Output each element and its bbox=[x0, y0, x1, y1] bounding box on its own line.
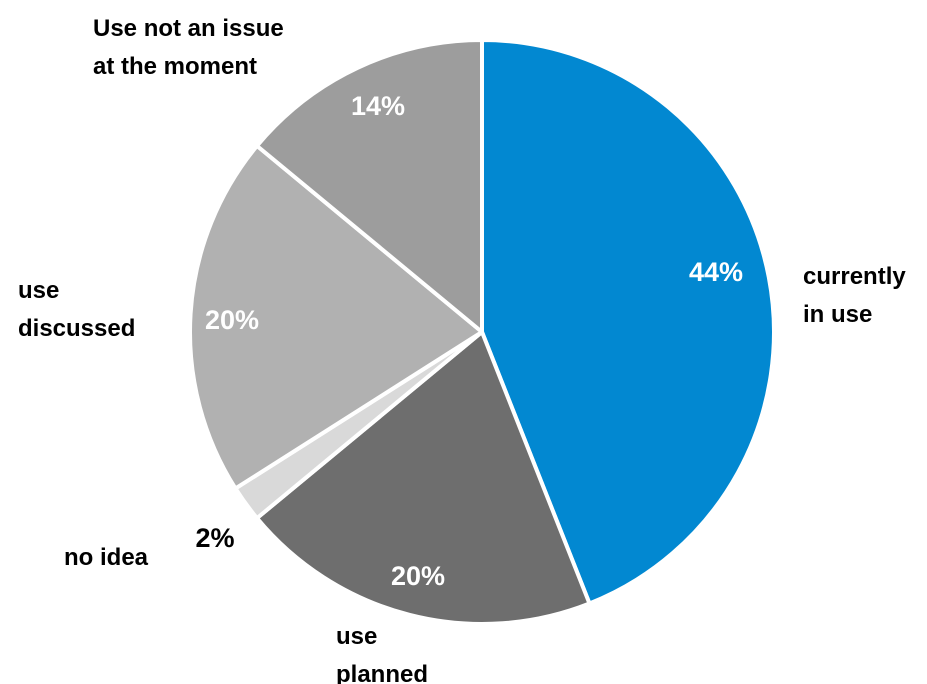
slice-category-label-line: currently bbox=[803, 263, 906, 290]
slice-category-label-line: discussed bbox=[18, 315, 135, 342]
slice-category-label-2: no idea bbox=[64, 544, 149, 571]
pie-slice-3 bbox=[188, 143, 484, 491]
slice-category-label-line: use bbox=[18, 277, 59, 304]
slice-category-label-1: use planned bbox=[336, 623, 428, 684]
slice-category-label-3: use discussed bbox=[18, 277, 135, 342]
slice-value-label-3: 20% bbox=[205, 305, 259, 335]
slice-value-label-0: 44% bbox=[689, 257, 743, 287]
pie-slice-4 bbox=[255, 38, 484, 334]
slice-category-label-line: planned bbox=[336, 661, 428, 684]
slice-category-label-line: Use not an issue bbox=[93, 15, 284, 42]
pie-slice-0 bbox=[480, 38, 776, 606]
slice-category-label-line: no idea bbox=[64, 544, 149, 571]
slice-category-label-line: at the moment bbox=[93, 53, 257, 80]
labels-layer: 44% currently in use 20% use planned 2% no idea… bbox=[18, 15, 906, 684]
slice-category-label-0: currently in use bbox=[803, 263, 906, 328]
slice-value-label-2: 2% bbox=[195, 523, 234, 553]
slice-value-label-1: 20% bbox=[391, 561, 445, 591]
slice-value-label-4: 14% bbox=[351, 91, 405, 121]
pie-slice-1 bbox=[255, 330, 592, 626]
slice-category-label-line: use bbox=[336, 623, 377, 650]
slice-category-label-4: Use not an issue at the moment bbox=[93, 15, 284, 80]
slice-category-label-line: in use bbox=[803, 301, 872, 328]
slices-layer bbox=[188, 38, 776, 626]
